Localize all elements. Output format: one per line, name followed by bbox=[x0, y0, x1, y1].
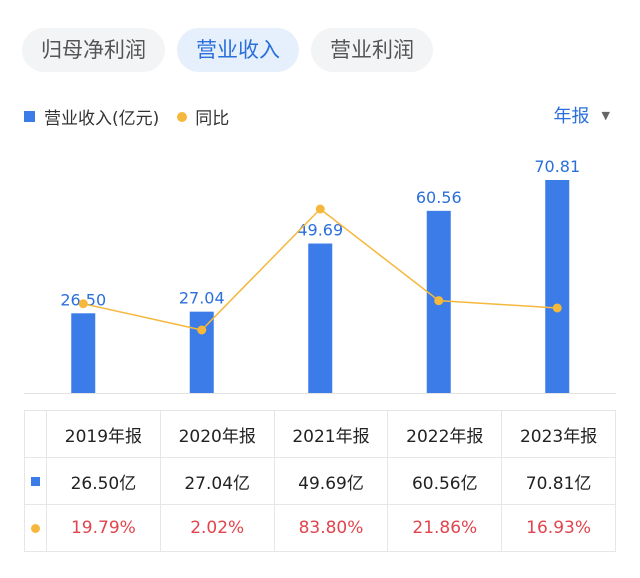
table-row-yoy: 19.79% 2.02% 83.80% 21.86% 16.93% bbox=[25, 505, 615, 551]
bar bbox=[308, 243, 333, 393]
table-cell: 83.80% bbox=[275, 505, 389, 551]
table-cell: 70.81亿 bbox=[525, 473, 592, 494]
yoy-point bbox=[197, 325, 207, 335]
table-header-cell: 2023年报 bbox=[519, 426, 598, 447]
bar-data-label: 49.69 bbox=[297, 221, 343, 240]
row-marker-cell bbox=[25, 458, 47, 504]
table-cell: 27.04亿 bbox=[161, 458, 275, 504]
tab-revenue[interactable]: 营业收入 bbox=[177, 28, 299, 72]
table-cell: 21.86% bbox=[388, 505, 503, 551]
table-cell: 2.02% bbox=[161, 505, 275, 551]
table-corner-cell bbox=[25, 411, 47, 457]
bar bbox=[71, 313, 96, 393]
yoy-point bbox=[315, 204, 325, 214]
table-header-cell: 2020年报 bbox=[161, 411, 275, 457]
bar bbox=[545, 180, 570, 393]
table-row-revenue: 26.50亿 27.04亿 49.69亿 60.56亿 70.81亿 bbox=[25, 458, 615, 505]
yoy-point bbox=[434, 296, 444, 306]
table-header-row: 2019年报 2020年报 2021年报 2022年报 2023年报 bbox=[25, 411, 615, 458]
bar bbox=[189, 311, 214, 393]
tab-operating-profit[interactable]: 营业利润 bbox=[311, 28, 433, 72]
period-selector[interactable]: 年报 ▼ bbox=[554, 102, 610, 128]
table-header-cell: 2019年报 bbox=[47, 411, 161, 457]
legend-bar-swatch bbox=[24, 111, 35, 122]
bar-data-label: 70.81 bbox=[534, 157, 580, 176]
caret-down-icon: ▼ bbox=[601, 108, 610, 122]
table-cell: 19.79% bbox=[47, 505, 161, 551]
bar-square-icon bbox=[31, 476, 40, 486]
row-marker-cell bbox=[25, 505, 47, 551]
data-table: 2019年报 2020年报 2021年报 2022年报 2023年报 26.50… bbox=[24, 410, 616, 552]
yoy-point bbox=[552, 303, 562, 313]
legend-bar-label: 营业收入(亿元) bbox=[44, 109, 160, 129]
chart-legend: 营业收入(亿元) 同比 bbox=[24, 104, 229, 129]
table-header-cell: 2021年报 bbox=[275, 411, 389, 457]
legend-line-swatch bbox=[177, 111, 188, 122]
table-header-cell: 2022年报 bbox=[388, 411, 503, 457]
line-dot-icon bbox=[31, 523, 40, 533]
table-cell: 26.50亿 bbox=[47, 458, 161, 504]
bar-data-label: 27.04 bbox=[179, 289, 225, 308]
tab-net-profit[interactable]: 归母净利润 bbox=[22, 28, 165, 72]
table-cell: 60.56亿 bbox=[388, 458, 503, 504]
yoy-point bbox=[78, 299, 88, 309]
metric-tabs: 归母净利润 营业收入 营业利润 bbox=[22, 28, 433, 72]
table-cell: 16.93% bbox=[526, 518, 591, 538]
period-selector-value: 年报 bbox=[553, 106, 590, 127]
legend-line-label: 同比 bbox=[195, 109, 230, 129]
table-cell: 49.69亿 bbox=[275, 458, 389, 504]
bar-data-label: 60.56 bbox=[416, 188, 462, 207]
